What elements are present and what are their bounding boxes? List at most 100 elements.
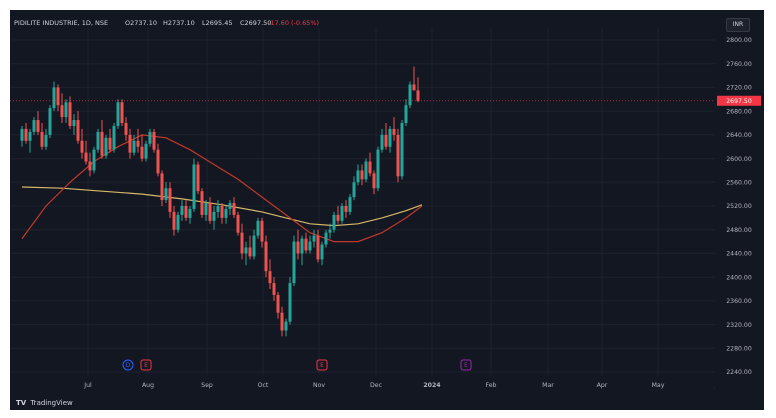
time-tick-label: Nov bbox=[313, 382, 325, 389]
candle-body bbox=[316, 235, 320, 260]
candle-body bbox=[48, 108, 52, 135]
candle-body bbox=[32, 120, 36, 132]
candle-body bbox=[40, 131, 44, 147]
candle-body bbox=[216, 206, 220, 212]
candle-body bbox=[196, 164, 200, 192]
time-tick-label: May bbox=[652, 382, 665, 389]
open-value: O2737.10 bbox=[125, 19, 157, 27]
candle-body bbox=[372, 173, 376, 189]
candle-body bbox=[308, 241, 312, 251]
candle-body bbox=[232, 203, 236, 215]
candle-body bbox=[52, 87, 56, 109]
candle-body bbox=[268, 271, 272, 284]
candle-body bbox=[300, 238, 304, 254]
price-tick-label: 2400.00 bbox=[726, 274, 752, 281]
candle-body bbox=[284, 321, 288, 331]
candle-body bbox=[292, 241, 296, 284]
candle-body bbox=[208, 203, 212, 221]
chart-window: PIDILITE INDUSTRIE, 1D, NSE O2737.10 H27… bbox=[10, 10, 764, 410]
earnings-marker-icon bbox=[316, 359, 328, 371]
candle-body bbox=[116, 102, 120, 126]
price-tick-label: 2600.00 bbox=[726, 156, 752, 163]
candle-body bbox=[384, 134, 388, 147]
currency-button[interactable]: INR bbox=[726, 18, 750, 32]
event-marker[interactable]: E bbox=[316, 359, 328, 371]
candle-body bbox=[276, 294, 280, 313]
candle-body bbox=[376, 149, 380, 189]
event-marker[interactable]: D bbox=[122, 359, 134, 371]
tradingview-logo[interactable]: TV TradingView bbox=[16, 399, 73, 407]
candle-body bbox=[288, 283, 292, 322]
symbol-label[interactable]: PIDILITE INDUSTRIE, 1D, NSE bbox=[14, 19, 109, 27]
candle-body bbox=[340, 206, 344, 221]
price-axis[interactable]: 2800.00 2760.00 2720.00 2680.00 2640.00 2600.… bbox=[715, 28, 764, 375]
tradingview-logo-mark: TV bbox=[16, 399, 27, 407]
time-tick-label: Mar bbox=[542, 382, 554, 389]
candle-body bbox=[416, 90, 420, 101]
time-tick-label: Aug bbox=[142, 382, 154, 389]
candle-body bbox=[156, 149, 160, 174]
candle-body bbox=[296, 241, 300, 254]
candle-body bbox=[264, 241, 268, 272]
time-tick-label: Oct bbox=[258, 382, 269, 389]
candle-body bbox=[272, 283, 276, 295]
candle-body bbox=[360, 170, 364, 180]
candle-body bbox=[228, 203, 232, 209]
candle-body bbox=[248, 247, 252, 257]
earnings-marker-icon bbox=[460, 359, 472, 371]
candle-body bbox=[192, 164, 196, 209]
event-marker[interactable]: E bbox=[460, 359, 472, 371]
event-marker[interactable]: E bbox=[140, 359, 152, 371]
dividend-marker-icon bbox=[122, 359, 134, 371]
candle-body bbox=[200, 191, 204, 215]
candle-body bbox=[348, 197, 352, 212]
price-tick-label: 2320.00 bbox=[726, 322, 752, 329]
candle-body bbox=[24, 128, 28, 141]
candle-body bbox=[132, 140, 136, 153]
candle-body bbox=[152, 131, 156, 150]
candle-body bbox=[168, 188, 172, 212]
candle-body bbox=[136, 140, 140, 147]
candle-body bbox=[256, 220, 260, 236]
candle-body bbox=[188, 208, 192, 218]
candle-body bbox=[176, 214, 180, 230]
price-tick-label: 2280.00 bbox=[726, 345, 752, 352]
price-tick-label: 2520.00 bbox=[726, 203, 752, 210]
price-tick-label: 2680.00 bbox=[726, 108, 752, 115]
change-value: -17.60 (-0.65%) bbox=[268, 19, 320, 27]
candle-body bbox=[20, 128, 24, 141]
low-value: L2695.45 bbox=[202, 19, 233, 27]
candle-body bbox=[56, 87, 60, 106]
last-price-tag bbox=[717, 95, 761, 106]
candle-body bbox=[260, 220, 264, 242]
last-price-label: 2697.50 bbox=[726, 98, 752, 105]
candle-body bbox=[172, 211, 176, 230]
candle-body bbox=[112, 125, 116, 150]
price-tick-label: 2240.00 bbox=[726, 369, 752, 375]
event-marker-label: E bbox=[464, 362, 468, 369]
time-axis[interactable]: Jul Aug Sep Oct Nov Dec 2024 Feb Mar Apr May Jun bbox=[10, 375, 715, 397]
candle-body bbox=[368, 161, 372, 174]
candle-body bbox=[120, 102, 124, 123]
candle-body bbox=[28, 131, 32, 141]
candle-body bbox=[140, 146, 144, 159]
candle-body bbox=[304, 238, 308, 251]
candle-body bbox=[184, 206, 188, 218]
candle-body bbox=[336, 214, 340, 221]
candle-body bbox=[36, 120, 40, 132]
time-tick-label: 2024 bbox=[423, 382, 441, 389]
event-marker-label: E bbox=[320, 362, 324, 369]
candle-body bbox=[236, 214, 240, 233]
candle-body bbox=[320, 244, 324, 260]
candle-body bbox=[100, 131, 104, 156]
candle-body bbox=[84, 152, 88, 162]
ma-slow-line bbox=[21, 186, 423, 227]
candle-body bbox=[68, 102, 72, 126]
candle-body bbox=[412, 84, 416, 91]
candle-body bbox=[408, 84, 412, 106]
candle-body bbox=[404, 105, 408, 123]
candle-body bbox=[280, 312, 284, 331]
candle-body bbox=[388, 128, 392, 147]
candle-body bbox=[60, 105, 64, 118]
